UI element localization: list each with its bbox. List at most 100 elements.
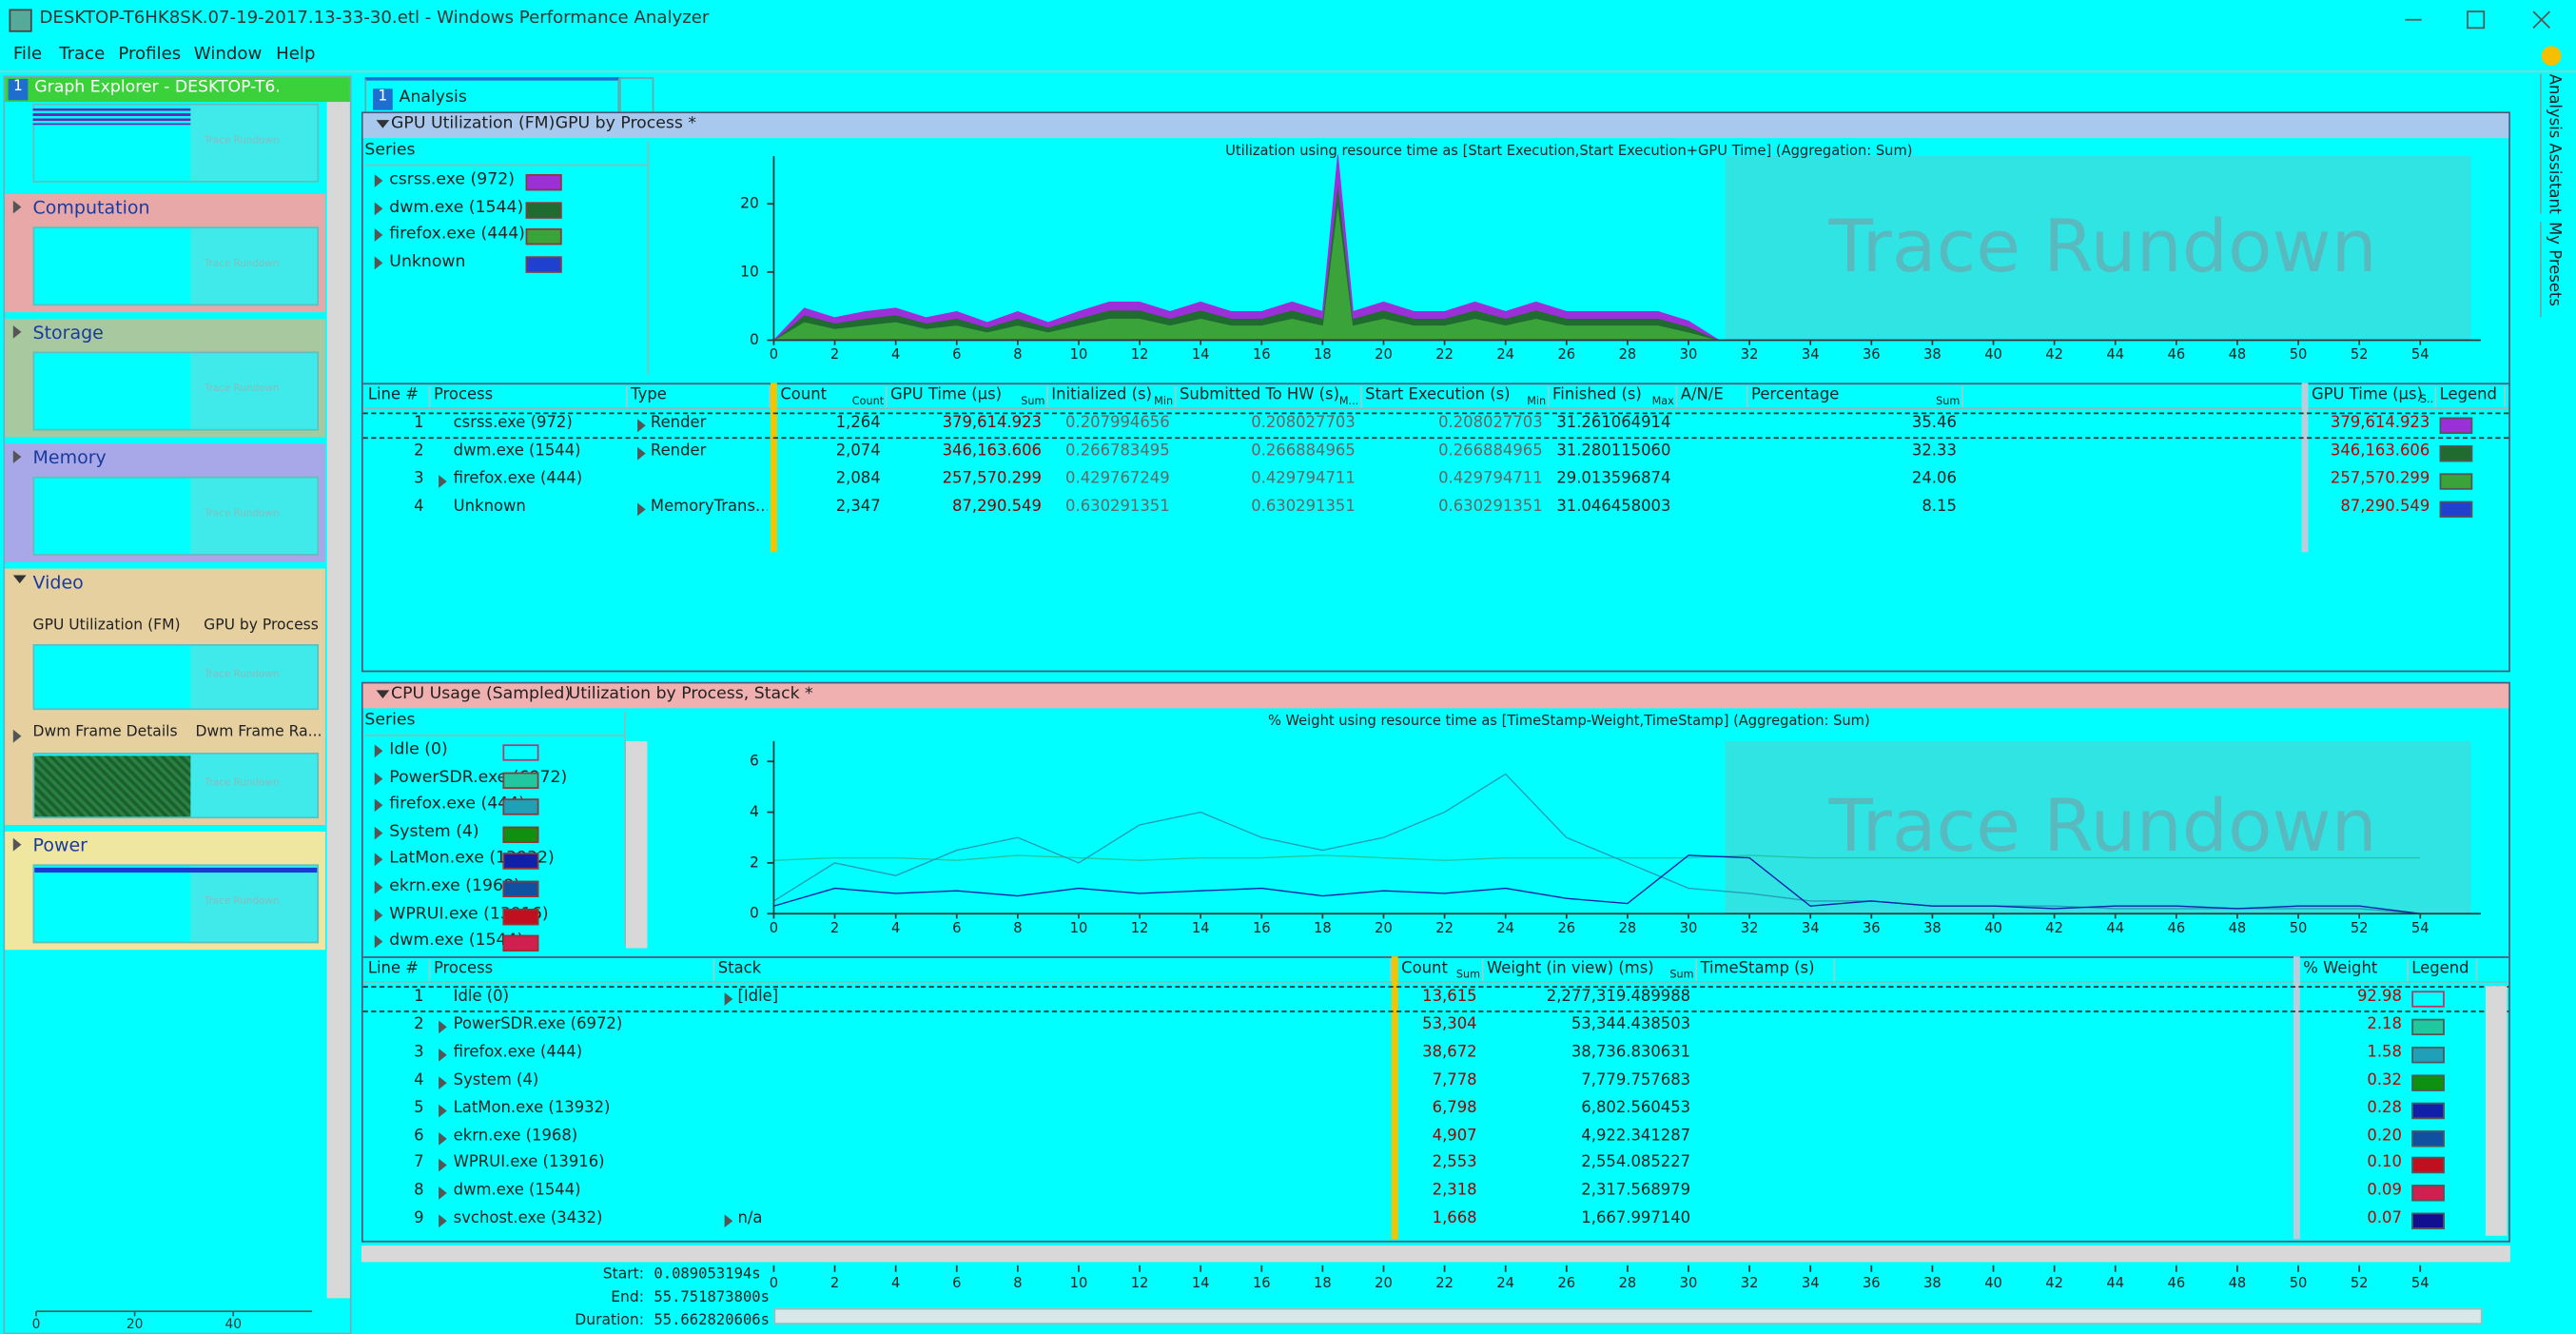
expand-arrow[interactable] — [12, 837, 22, 852]
table-cell[interactable]: System (4) — [453, 1070, 539, 1089]
table-cell[interactable]: 7,779.757683 — [1581, 1070, 1691, 1089]
table-cell[interactable]: 2.18 — [2367, 1015, 2402, 1034]
table-cell[interactable]: 92.98 — [2356, 987, 2402, 1006]
section-title[interactable]: Power — [32, 834, 88, 856]
table-cell[interactable]: 2,554.085227 — [1581, 1154, 1691, 1173]
column-header[interactable]: Line # — [364, 959, 431, 982]
table-cell[interactable]: 1.58 — [2367, 1043, 2402, 1062]
table-cell[interactable]: 4 — [414, 1070, 424, 1089]
expand-arrow[interactable] — [374, 174, 383, 187]
table-cell[interactable]: 6,802.560453 — [1581, 1098, 1691, 1117]
series-name[interactable]: Unknown — [389, 252, 466, 271]
graph-title[interactable]: Dwm Frame Details — [32, 724, 178, 741]
table-cell[interactable]: csrss.exe (972) — [453, 414, 573, 433]
series-name[interactable]: LatMon.exe (13932) — [389, 850, 555, 869]
column-header[interactable]: A/N/E — [1677, 385, 1748, 408]
table-cell[interactable]: 31.261064914 — [1556, 414, 1671, 433]
series-name[interactable]: Idle (0) — [389, 740, 448, 759]
side-tab[interactable]: My Presets — [2540, 222, 2563, 318]
section-title[interactable]: Video — [32, 572, 84, 594]
series-name[interactable]: dwm.exe (1544) — [389, 932, 524, 951]
column-header[interactable]: Submitted To HW (s) — [1177, 385, 1362, 408]
expand-arrow[interactable] — [374, 880, 383, 894]
table-cell[interactable]: 346,163.606 — [942, 441, 1042, 461]
series-name[interactable]: dwm.exe (1544) — [389, 198, 524, 217]
section-title[interactable]: Storage — [32, 322, 104, 343]
expand-arrow[interactable] — [439, 1214, 447, 1228]
table-cell[interactable]: 6,798 — [1432, 1098, 1477, 1117]
table-cell[interactable]: 0.208027703 — [1251, 414, 1356, 433]
graph-preset[interactable]: Dwm Frame Ra... — [195, 724, 322, 741]
expand-arrow[interactable] — [637, 419, 646, 433]
table-cell[interactable]: 379,614.923 — [942, 414, 1042, 433]
series-name[interactable]: ekrn.exe (1968) — [389, 877, 520, 896]
table-cell[interactable]: 257,570.299 — [2330, 469, 2430, 488]
table-cell[interactable]: WPRUI.exe (13916) — [453, 1154, 605, 1173]
table-cell[interactable]: firefox.exe (444) — [453, 1043, 583, 1062]
table-cell[interactable]: Unknown — [453, 497, 526, 516]
column-header[interactable]: Type — [628, 385, 771, 408]
column-header[interactable]: Count — [1398, 959, 1484, 982]
expand-arrow[interactable] — [637, 446, 646, 461]
table-cell[interactable]: 13,615 — [1422, 987, 1477, 1006]
table-cell[interactable]: [Idle] — [737, 987, 779, 1006]
panel-preset[interactable]: GPU by Process * — [555, 114, 696, 133]
column-header[interactable]: Stack — [714, 959, 1392, 982]
table-cell[interactable]: 2 — [414, 1015, 424, 1034]
collapse-arrow[interactable] — [12, 575, 27, 584]
expand-arrow[interactable] — [439, 1131, 447, 1145]
column-header[interactable]: Legend — [2436, 385, 2506, 408]
table-cell[interactable]: 2 — [414, 441, 424, 461]
table-cell[interactable]: 1 — [414, 414, 424, 433]
table-cell[interactable]: 0.266884965 — [1251, 441, 1356, 461]
table-cell[interactable]: 24.06 — [1911, 469, 1957, 488]
expand-arrow[interactable] — [374, 228, 383, 243]
table-cell[interactable]: 0.630291351 — [1438, 497, 1543, 516]
series-name[interactable]: firefox.exe (444) — [389, 795, 525, 814]
column-header[interactable]: Legend — [2409, 959, 2478, 982]
table-cell[interactable]: 0.266884965 — [1438, 441, 1543, 461]
table-cell[interactable]: 346,163.606 — [2330, 441, 2430, 461]
table-cell[interactable]: 0.207994656 — [1065, 414, 1170, 433]
table-cell[interactable]: 0.429794711 — [1438, 469, 1543, 488]
column-header[interactable]: Start Execution (s) — [1362, 385, 1550, 408]
column-header[interactable]: Initialized (s) — [1048, 385, 1177, 408]
expand-arrow[interactable] — [12, 450, 22, 464]
panel-title[interactable]: CPU Usage (Sampled) — [391, 685, 572, 704]
collapse-arrow[interactable] — [376, 690, 390, 698]
table-cell[interactable]: 2,553 — [1432, 1154, 1477, 1173]
table-cell[interactable]: 2,318 — [1432, 1182, 1477, 1201]
table-cell[interactable]: 0.429794711 — [1251, 469, 1356, 488]
table-cell[interactable]: 9 — [414, 1209, 424, 1228]
table-cell[interactable]: 4,907 — [1432, 1126, 1477, 1145]
table-cell[interactable]: 2,317.568979 — [1581, 1182, 1691, 1201]
table-cell[interactable]: 31.046458003 — [1556, 497, 1671, 516]
side-tab[interactable]: Analysis Assistant — [2540, 73, 2563, 214]
table-cell[interactable]: 0.32 — [2367, 1070, 2402, 1089]
expand-arrow[interactable] — [12, 729, 22, 743]
maximize-button[interactable] — [2467, 10, 2486, 29]
section-title[interactable]: Computation — [32, 197, 150, 219]
expand-arrow[interactable] — [374, 256, 383, 269]
column-header[interactable]: Percentage — [1748, 385, 1963, 408]
table-cell[interactable]: 1,668 — [1432, 1209, 1477, 1228]
expand-arrow[interactable] — [374, 853, 383, 867]
table-cell[interactable]: 0.10 — [2367, 1154, 2402, 1173]
table-cell[interactable]: 0.07 — [2367, 1209, 2402, 1228]
panel-title[interactable]: GPU Utilization (FM) — [391, 114, 556, 133]
series-name[interactable]: csrss.exe (972) — [389, 170, 515, 189]
expand-arrow[interactable] — [439, 1103, 447, 1117]
table-cell[interactable]: svchost.exe (3432) — [453, 1209, 603, 1228]
expand-arrow[interactable] — [374, 744, 383, 758]
series-name[interactable]: System (4) — [389, 822, 479, 841]
expand-arrow[interactable] — [439, 1159, 447, 1173]
table-cell[interactable]: dwm.exe (1544) — [453, 441, 581, 461]
menu-item[interactable]: Trace — [59, 44, 106, 65]
series-name[interactable]: WPRUI.exe (13916) — [389, 904, 549, 923]
table-cell[interactable]: 38,672 — [1422, 1043, 1477, 1062]
column-header[interactable]: Process — [430, 959, 715, 982]
table-cell[interactable]: 53,344.438503 — [1571, 1015, 1691, 1034]
expand-arrow[interactable] — [637, 501, 646, 516]
expand-arrow[interactable] — [439, 1075, 447, 1089]
expand-arrow[interactable] — [439, 474, 447, 488]
